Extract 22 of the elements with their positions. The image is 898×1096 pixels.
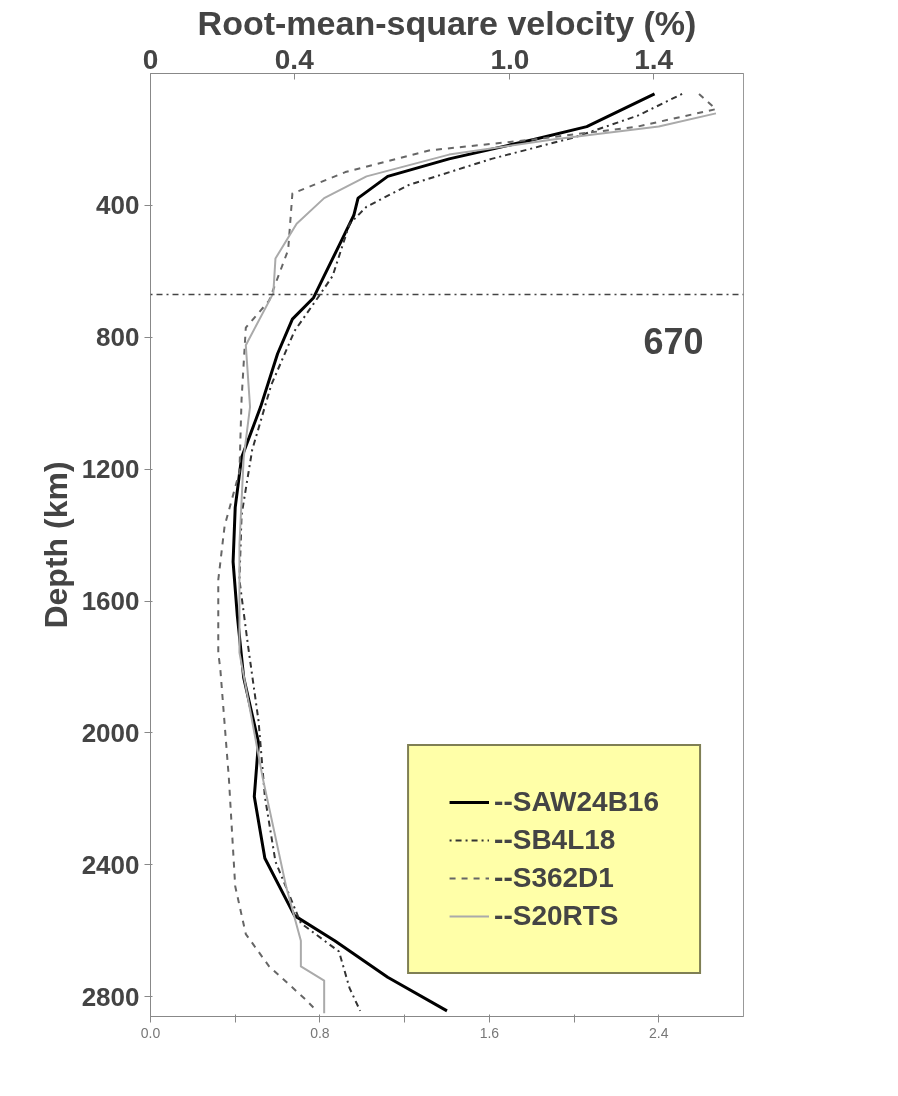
legend-label: --SAW24B16 [494,786,659,818]
ref-line-label: 670 [643,321,704,363]
y-tick-label: 400 [96,190,140,221]
y-tick-label: 2000 [81,717,140,748]
x-tick-label: 1.6 [479,1024,500,1041]
x2-tick-label: 1.4 [634,43,674,75]
x-tick-label: 0.8 [310,1024,330,1041]
x-tick-label: 0.0 [140,1024,161,1041]
legend-label: --S20RTS [494,900,619,932]
y-tick-label: 2400 [81,849,140,880]
y-tick-label: 2800 [81,981,140,1012]
x2-tick-label: 0.4 [274,43,315,75]
y-tick-label: 1200 [81,454,140,485]
y-tick-label: 1600 [81,586,140,617]
x2-tick-label: 1.0 [490,43,530,75]
x2-axis-title: Root-mean-square velocity (%) [197,3,697,42]
legend-label: --S362D1 [494,862,614,894]
x2-tick-label: 0 [142,43,159,75]
x-tick-label: 2.4 [649,1024,669,1041]
legend-label: --SB4L18 [494,824,616,856]
y-tick-label: 800 [96,322,140,353]
y-axis-title: Depth (km) [37,461,74,629]
